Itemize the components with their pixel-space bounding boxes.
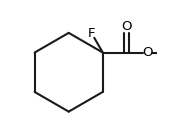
Text: F: F xyxy=(88,27,95,40)
Text: O: O xyxy=(142,46,153,59)
Text: O: O xyxy=(121,21,132,34)
